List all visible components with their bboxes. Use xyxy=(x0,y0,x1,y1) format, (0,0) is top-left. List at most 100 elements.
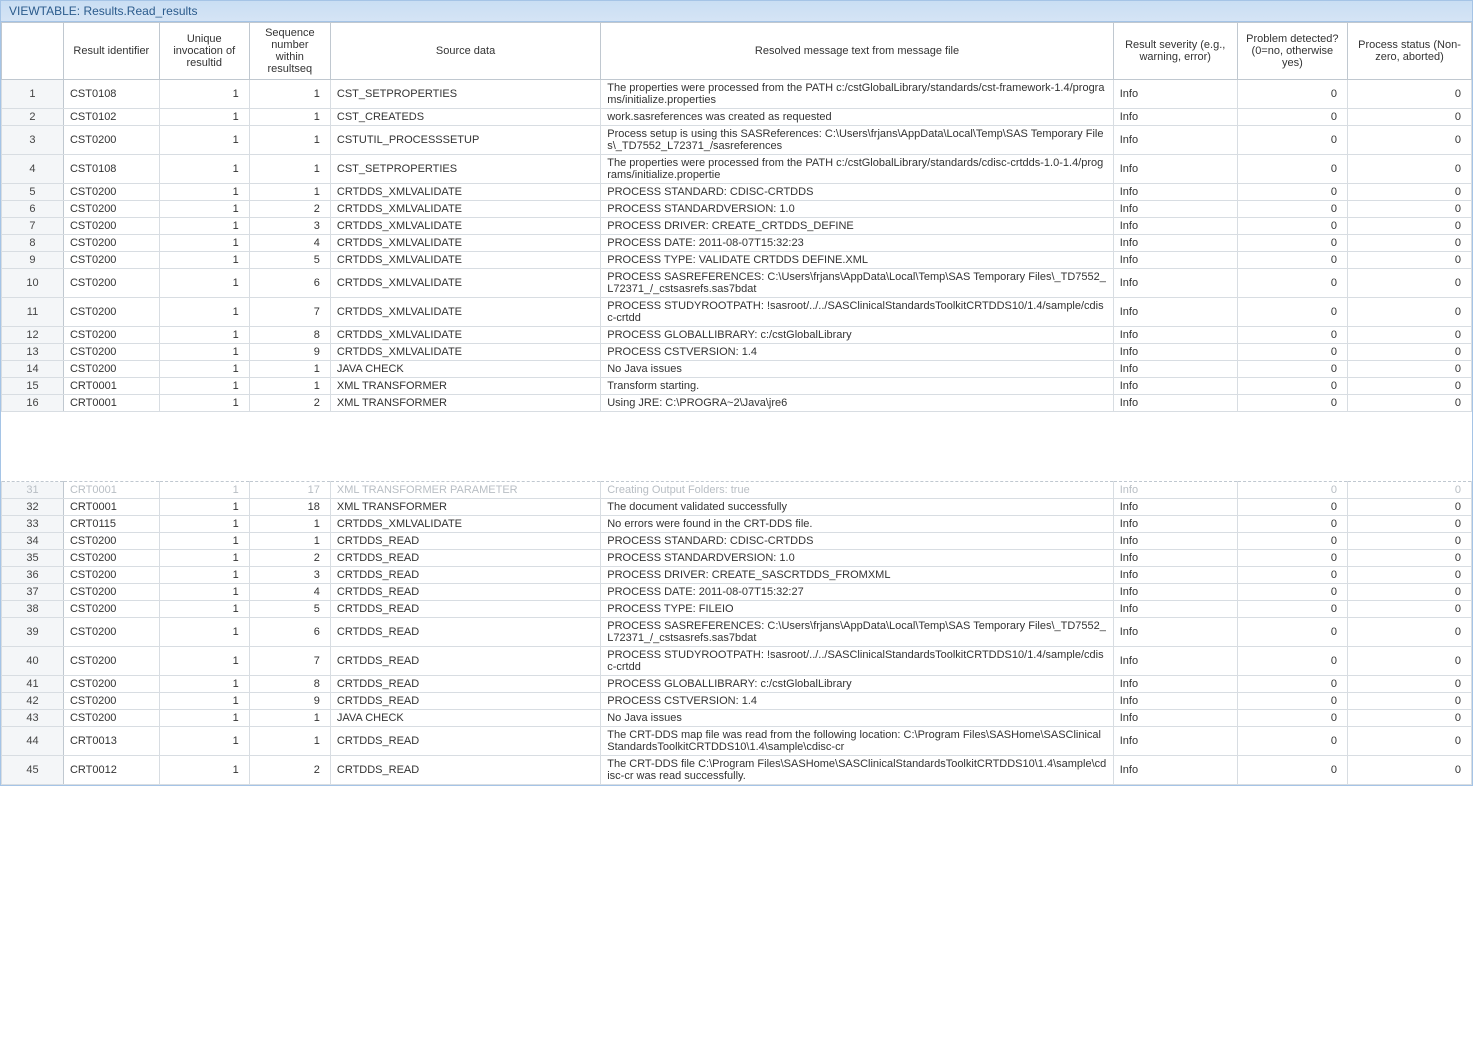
cell-problem[interactable]: 0 xyxy=(1237,109,1347,126)
cell-resultid[interactable]: CST0200 xyxy=(63,710,159,727)
cell-problem[interactable]: 0 xyxy=(1237,756,1347,785)
cell-status[interactable]: 0 xyxy=(1348,693,1472,710)
cell-source[interactable]: CRTDDS_XMLVALIDATE xyxy=(330,235,600,252)
cell-rownum[interactable]: 33 xyxy=(2,516,64,533)
cell-status[interactable]: 0 xyxy=(1348,516,1472,533)
cell-status[interactable]: 0 xyxy=(1348,710,1472,727)
cell-source[interactable]: XML TRANSFORMER xyxy=(330,499,600,516)
cell-rownum[interactable]: 12 xyxy=(2,327,64,344)
cell-invocation[interactable]: 1 xyxy=(159,269,249,298)
cell-status[interactable]: 0 xyxy=(1348,482,1472,499)
cell-message[interactable]: work.sasreferences was created as reques… xyxy=(601,109,1114,126)
cell-rownum[interactable]: 2 xyxy=(2,109,64,126)
cell-source[interactable]: CRTDDS_XMLVALIDATE xyxy=(330,184,600,201)
cell-sequence[interactable]: 2 xyxy=(249,756,330,785)
cell-invocation[interactable]: 1 xyxy=(159,344,249,361)
cell-sequence[interactable]: 1 xyxy=(249,80,330,109)
cell-resultid[interactable]: CST0200 xyxy=(63,269,159,298)
col-header-message[interactable]: Resolved message text from message file xyxy=(601,23,1114,80)
cell-resultid[interactable]: CST0200 xyxy=(63,126,159,155)
cell-rownum[interactable]: 31 xyxy=(2,482,64,499)
cell-source[interactable]: CRTDDS_READ xyxy=(330,601,600,618)
cell-severity[interactable]: Info xyxy=(1113,201,1237,218)
cell-resultid[interactable]: CST0200 xyxy=(63,344,159,361)
cell-message[interactable]: PROCESS TYPE: FILEIO xyxy=(601,601,1114,618)
cell-source[interactable]: CRTDDS_READ xyxy=(330,756,600,785)
cell-message[interactable]: PROCESS STUDYROOTPATH: !sasroot/../../SA… xyxy=(601,298,1114,327)
cell-message[interactable]: Creating Output Folders: true xyxy=(601,482,1114,499)
cell-status[interactable]: 0 xyxy=(1348,184,1472,201)
table-row[interactable]: 5CST020011CRTDDS_XMLVALIDATEPROCESS STAN… xyxy=(2,184,1472,201)
cell-sequence[interactable]: 8 xyxy=(249,676,330,693)
cell-severity[interactable]: Info xyxy=(1113,327,1237,344)
cell-message[interactable]: PROCESS STANDARD: CDISC-CRTDDS xyxy=(601,533,1114,550)
cell-problem[interactable]: 0 xyxy=(1237,344,1347,361)
cell-sequence[interactable]: 1 xyxy=(249,727,330,756)
col-header-rownum[interactable] xyxy=(2,23,64,80)
table-row[interactable]: 41CST020018CRTDDS_READPROCESS GLOBALLIBR… xyxy=(2,676,1472,693)
cell-rownum[interactable]: 10 xyxy=(2,269,64,298)
cell-sequence[interactable]: 18 xyxy=(249,499,330,516)
cell-invocation[interactable]: 1 xyxy=(159,109,249,126)
cell-status[interactable]: 0 xyxy=(1348,567,1472,584)
cell-sequence[interactable]: 2 xyxy=(249,201,330,218)
table-row[interactable]: 33CRT011511CRTDDS_XMLVALIDATENo errors w… xyxy=(2,516,1472,533)
table-row[interactable]: 14CST020011JAVA CHECKNo Java issuesInfo0… xyxy=(2,361,1472,378)
cell-sequence[interactable]: 5 xyxy=(249,601,330,618)
cell-status[interactable]: 0 xyxy=(1348,584,1472,601)
cell-invocation[interactable]: 1 xyxy=(159,327,249,344)
cell-resultid[interactable]: CST0200 xyxy=(63,550,159,567)
cell-rownum[interactable]: 8 xyxy=(2,235,64,252)
cell-invocation[interactable]: 1 xyxy=(159,235,249,252)
cell-sequence[interactable]: 3 xyxy=(249,218,330,235)
cell-rownum[interactable]: 39 xyxy=(2,618,64,647)
cell-problem[interactable]: 0 xyxy=(1237,727,1347,756)
cell-severity[interactable]: Info xyxy=(1113,378,1237,395)
cell-severity[interactable]: Info xyxy=(1113,235,1237,252)
cell-source[interactable]: CST_SETPROPERTIES xyxy=(330,155,600,184)
cell-sequence[interactable]: 1 xyxy=(249,533,330,550)
cell-invocation[interactable]: 1 xyxy=(159,395,249,412)
cell-problem[interactable]: 0 xyxy=(1237,378,1347,395)
cell-message[interactable]: The CRT-DDS file C:\Program Files\SASHom… xyxy=(601,756,1114,785)
cell-invocation[interactable]: 1 xyxy=(159,126,249,155)
cell-resultid[interactable]: CST0102 xyxy=(63,109,159,126)
cell-severity[interactable]: Info xyxy=(1113,155,1237,184)
cell-source[interactable]: CST_CREATEDS xyxy=(330,109,600,126)
cell-status[interactable]: 0 xyxy=(1348,756,1472,785)
cell-rownum[interactable]: 11 xyxy=(2,298,64,327)
cell-source[interactable]: CRTDDS_READ xyxy=(330,533,600,550)
cell-resultid[interactable]: CRT0115 xyxy=(63,516,159,533)
cell-status[interactable]: 0 xyxy=(1348,378,1472,395)
cell-source[interactable]: CRTDDS_READ xyxy=(330,618,600,647)
cell-resultid[interactable]: CST0200 xyxy=(63,252,159,269)
cell-invocation[interactable]: 1 xyxy=(159,184,249,201)
cell-status[interactable]: 0 xyxy=(1348,344,1472,361)
table-row[interactable]: 13CST020019CRTDDS_XMLVALIDATEPROCESS CST… xyxy=(2,344,1472,361)
cell-source[interactable]: JAVA CHECK xyxy=(330,710,600,727)
cell-rownum[interactable]: 6 xyxy=(2,201,64,218)
cell-severity[interactable]: Info xyxy=(1113,298,1237,327)
cell-rownum[interactable]: 13 xyxy=(2,344,64,361)
table-row[interactable]: 39CST020016CRTDDS_READPROCESS SASREFEREN… xyxy=(2,618,1472,647)
cell-severity[interactable]: Info xyxy=(1113,756,1237,785)
cell-source[interactable]: CRTDDS_XMLVALIDATE xyxy=(330,252,600,269)
cell-problem[interactable]: 0 xyxy=(1237,533,1347,550)
cell-severity[interactable]: Info xyxy=(1113,482,1237,499)
cell-resultid[interactable]: CST0200 xyxy=(63,533,159,550)
table-row[interactable]: 31CRT0001117XML TRANSFORMER PARAMETERCre… xyxy=(2,482,1472,499)
cell-resultid[interactable]: CRT0001 xyxy=(63,395,159,412)
cell-message[interactable]: Process setup is using this SASReference… xyxy=(601,126,1114,155)
cell-resultid[interactable]: CST0200 xyxy=(63,361,159,378)
cell-problem[interactable]: 0 xyxy=(1237,298,1347,327)
cell-problem[interactable]: 0 xyxy=(1237,201,1347,218)
cell-problem[interactable]: 0 xyxy=(1237,482,1347,499)
cell-problem[interactable]: 0 xyxy=(1237,126,1347,155)
col-header-source[interactable]: Source data xyxy=(330,23,600,80)
cell-rownum[interactable]: 5 xyxy=(2,184,64,201)
cell-resultid[interactable]: CST0200 xyxy=(63,184,159,201)
cell-sequence[interactable]: 7 xyxy=(249,647,330,676)
cell-source[interactable]: XML TRANSFORMER xyxy=(330,378,600,395)
cell-source[interactable]: CRTDDS_READ xyxy=(330,584,600,601)
cell-problem[interactable]: 0 xyxy=(1237,235,1347,252)
